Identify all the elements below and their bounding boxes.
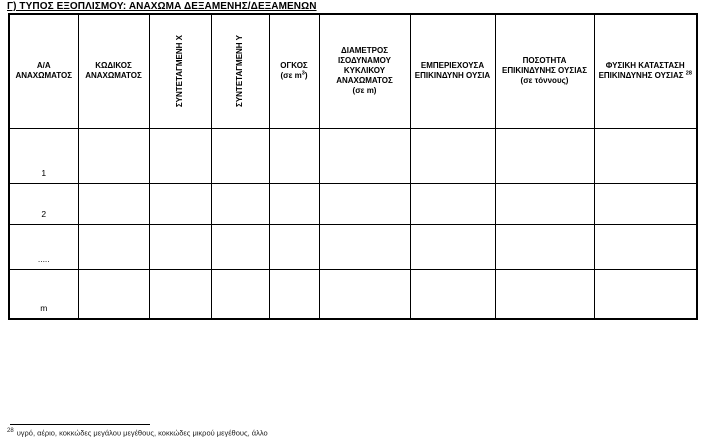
empty-cell bbox=[593, 182, 698, 225]
footnote-ref: 28 bbox=[7, 428, 14, 434]
table-row: 1 bbox=[8, 127, 698, 184]
header-kodikos-anaxomatos: ΚΩΔΙΚΟΣ ΑΝΑΧΩΜΑΤΟΣ bbox=[77, 13, 150, 129]
empty-cell bbox=[148, 223, 212, 270]
header-ogkos: ΟΓΚΟΣ (σε m3) bbox=[268, 13, 320, 129]
footnote-text: υγρό, αέριο, κοκκώδες μεγάλου μεγέθους, … bbox=[16, 428, 268, 438]
empty-cell bbox=[494, 223, 595, 270]
empty-cell bbox=[268, 268, 320, 320]
empty-cell bbox=[409, 127, 496, 184]
section-title: Γ) ΤΥΠΟΣ ΕΞΟΠΛΙΣΜΟΥ: ΑΝΑΧΩΜΑ ΔΕΞΑΜΕΝΗΣ/Δ… bbox=[7, 1, 317, 12]
empty-cell bbox=[210, 127, 270, 184]
empty-cell bbox=[148, 268, 212, 320]
header-syntetagmeni-y: ΣΥΝΤΕΤΑΓΜΕΝΗ Υ bbox=[210, 13, 270, 129]
table-row: ..... bbox=[8, 223, 698, 270]
empty-cell bbox=[318, 223, 411, 270]
empty-cell bbox=[77, 127, 150, 184]
empty-cell bbox=[77, 268, 150, 320]
footnote: 28 υγρό, αέριο, κοκκώδες μεγάλου μεγέθους… bbox=[7, 428, 268, 438]
empty-cell bbox=[593, 268, 698, 320]
header-fysiki-katastasi: ΦΥΣΙΚΗ ΚΑΤΑΣΤΑΣΗ ΕΠΙΚΙΝΔΥΝΗΣ ΟΥΣΙΑΣ 28 bbox=[593, 13, 698, 129]
row-label: m bbox=[8, 268, 79, 320]
empty-cell bbox=[318, 268, 411, 320]
embankment-table: Α/Α ΑΝΑΧΩΜΑΤΟΣ ΚΩΔΙΚΟΣ ΑΝΑΧΩΜΑΤΟΣ ΣΥΝΤΕΤ… bbox=[8, 13, 698, 320]
empty-cell bbox=[148, 127, 212, 184]
row-label: ..... bbox=[8, 223, 79, 270]
empty-cell bbox=[268, 182, 320, 225]
empty-cell bbox=[318, 127, 411, 184]
empty-cell bbox=[409, 268, 496, 320]
empty-cell bbox=[494, 268, 595, 320]
empty-cell bbox=[148, 182, 212, 225]
empty-cell bbox=[409, 182, 496, 225]
table-header-row: Α/Α ΑΝΑΧΩΜΑΤΟΣ ΚΩΔΙΚΟΣ ΑΝΑΧΩΜΑΤΟΣ ΣΥΝΤΕΤ… bbox=[8, 13, 698, 129]
empty-cell bbox=[318, 182, 411, 225]
empty-cell bbox=[77, 223, 150, 270]
empty-cell bbox=[268, 127, 320, 184]
row-label: 1 bbox=[8, 127, 79, 184]
footnote-separator bbox=[10, 424, 150, 425]
empty-cell bbox=[210, 268, 270, 320]
empty-cell bbox=[494, 182, 595, 225]
table-row: m bbox=[8, 268, 698, 320]
empty-cell bbox=[409, 223, 496, 270]
empty-cell bbox=[210, 223, 270, 270]
empty-cell bbox=[593, 223, 698, 270]
empty-cell bbox=[268, 223, 320, 270]
header-aa-anaxomatos: Α/Α ΑΝΑΧΩΜΑΤΟΣ bbox=[8, 13, 79, 129]
header-syntetagmeni-x: ΣΥΝΤΕΤΑΓΜΕΝΗ Χ bbox=[148, 13, 212, 129]
empty-cell bbox=[494, 127, 595, 184]
header-posotita-ousias: ΠΟΣΟΤΗΤΑ ΕΠΙΚΙΝΔΥΝΗΣ ΟΥΣΙΑΣ (σε τόννους) bbox=[494, 13, 595, 129]
empty-cell bbox=[77, 182, 150, 225]
header-emperiexousa-ousia: ΕΜΠΕΡΙΕΧΟΥΣΑ ΕΠΙΚΙΝΔΥΝΗ ΟΥΣΙΑ bbox=[409, 13, 496, 129]
header-diametros: ΔΙΑΜΕΤΡΟΣ ΙΣΟΔΥΝΑΜΟΥ ΚΥΚΛΙΚΟΥ ΑΝΑΧΩΜΑΤΟΣ… bbox=[318, 13, 411, 129]
empty-cell bbox=[210, 182, 270, 225]
table-row: 2 bbox=[8, 182, 698, 225]
row-label: 2 bbox=[8, 182, 79, 225]
empty-cell bbox=[593, 127, 698, 184]
